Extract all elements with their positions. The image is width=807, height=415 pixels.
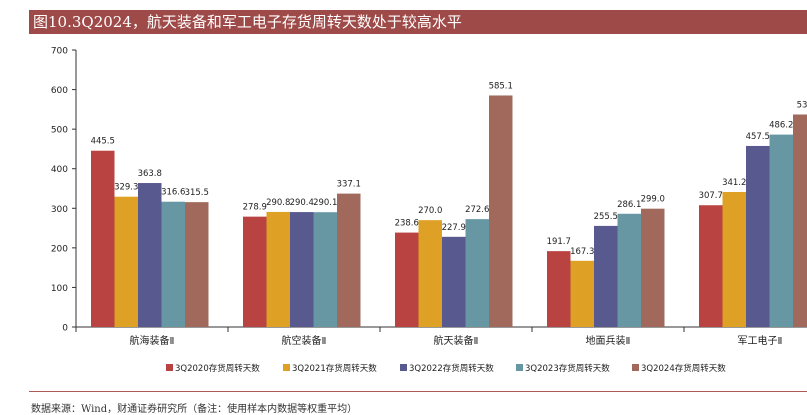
- source-divider: [29, 391, 807, 392]
- bar: [161, 201, 185, 327]
- data-label: 307.7: [699, 191, 723, 201]
- data-label: 363.8: [138, 169, 162, 179]
- bar: [699, 205, 723, 327]
- bar: [185, 202, 209, 327]
- bar: [442, 236, 466, 327]
- bar: [746, 145, 770, 327]
- legend-label: 3Q2021存货周转天数: [292, 363, 377, 374]
- legend-swatch: [632, 364, 639, 371]
- y-tick-label: 100: [51, 284, 68, 294]
- data-label: 315.5: [185, 188, 209, 198]
- legend-swatch: [400, 364, 407, 371]
- bar: [138, 183, 162, 327]
- data-label: 191.7: [547, 237, 571, 247]
- bar: [594, 225, 618, 327]
- data-label: 299.0: [641, 195, 665, 205]
- y-tick-label: 700: [51, 47, 68, 57]
- source-note: 数据来源：Wind，财通证券研究所（备注：使用样本内数据等权重平均）: [31, 404, 358, 415]
- bar: [337, 193, 361, 327]
- data-label: 290.8: [266, 198, 290, 208]
- legend-label: 3Q2024存货周转天数: [641, 363, 726, 374]
- y-tick-label: 300: [51, 205, 68, 215]
- x-tick-label: 航空装备Ⅱ: [282, 334, 327, 347]
- data-label: 167.3: [570, 247, 594, 257]
- bar: [266, 211, 290, 327]
- data-label: 286.1: [617, 200, 641, 210]
- data-label: 255.5: [594, 212, 618, 222]
- legend-swatch: [283, 364, 290, 371]
- x-tick-label: 地面兵装Ⅱ: [586, 334, 631, 347]
- data-label: 445.5: [91, 137, 115, 147]
- legend-swatch: [166, 364, 173, 371]
- data-label: 238.6: [395, 219, 419, 229]
- legend-label: 3Q2020存货周转天数: [175, 363, 260, 374]
- chart-title: 图10.3Q2024，航天装备和军工电子存货周转天数处于较高水平: [33, 13, 462, 31]
- bar: [722, 191, 746, 327]
- bar: [547, 251, 571, 327]
- data-label: 227.9: [442, 223, 466, 233]
- title-bar: 图10.3Q2024，航天装备和军工电子存货周转天数处于较高水平: [29, 10, 807, 34]
- y-tick-label: 600: [51, 86, 68, 96]
- y-tick-label: 400: [51, 165, 68, 175]
- y-tick-label: 0: [62, 324, 68, 334]
- bar: [418, 220, 442, 327]
- bar: [313, 212, 337, 327]
- data-label: 457.5: [746, 132, 770, 142]
- bar: [617, 213, 641, 327]
- data-label: 329.3: [114, 183, 138, 193]
- bar: [489, 95, 513, 327]
- data-label: 290.1: [313, 198, 337, 208]
- legend-label: 3Q2023存货周转天数: [525, 363, 610, 374]
- bar: [114, 196, 138, 327]
- data-label: 290.4: [290, 198, 314, 208]
- bar: [769, 134, 793, 327]
- data-label: 486.2: [769, 121, 793, 131]
- data-label: 278.9: [243, 203, 267, 213]
- x-tick-label: 航海装备Ⅱ: [130, 334, 175, 347]
- data-label: 585.1: [489, 81, 513, 91]
- data-label: 337.1: [337, 180, 361, 190]
- bar: [570, 260, 594, 327]
- data-label: 341.2: [722, 178, 746, 188]
- bar: [641, 208, 665, 327]
- bar: [91, 150, 115, 327]
- x-tick-label: 军工电子Ⅱ: [738, 334, 783, 347]
- legend-label: 3Q2022存货周转天数: [409, 363, 494, 374]
- data-label: 316.6: [161, 188, 185, 198]
- bar: [395, 232, 419, 327]
- legend-swatch: [516, 364, 523, 371]
- y-tick-label: 500: [51, 126, 68, 136]
- bar: [243, 216, 267, 327]
- data-label: 270.0: [418, 206, 442, 216]
- bar: [290, 212, 314, 327]
- y-tick-label: 200: [51, 244, 68, 254]
- data-label: 272.6: [465, 205, 489, 215]
- bar: [465, 219, 489, 327]
- data-label: 537: [797, 101, 807, 111]
- bar: [793, 114, 807, 327]
- x-tick-label: 航天装备Ⅱ: [434, 334, 479, 347]
